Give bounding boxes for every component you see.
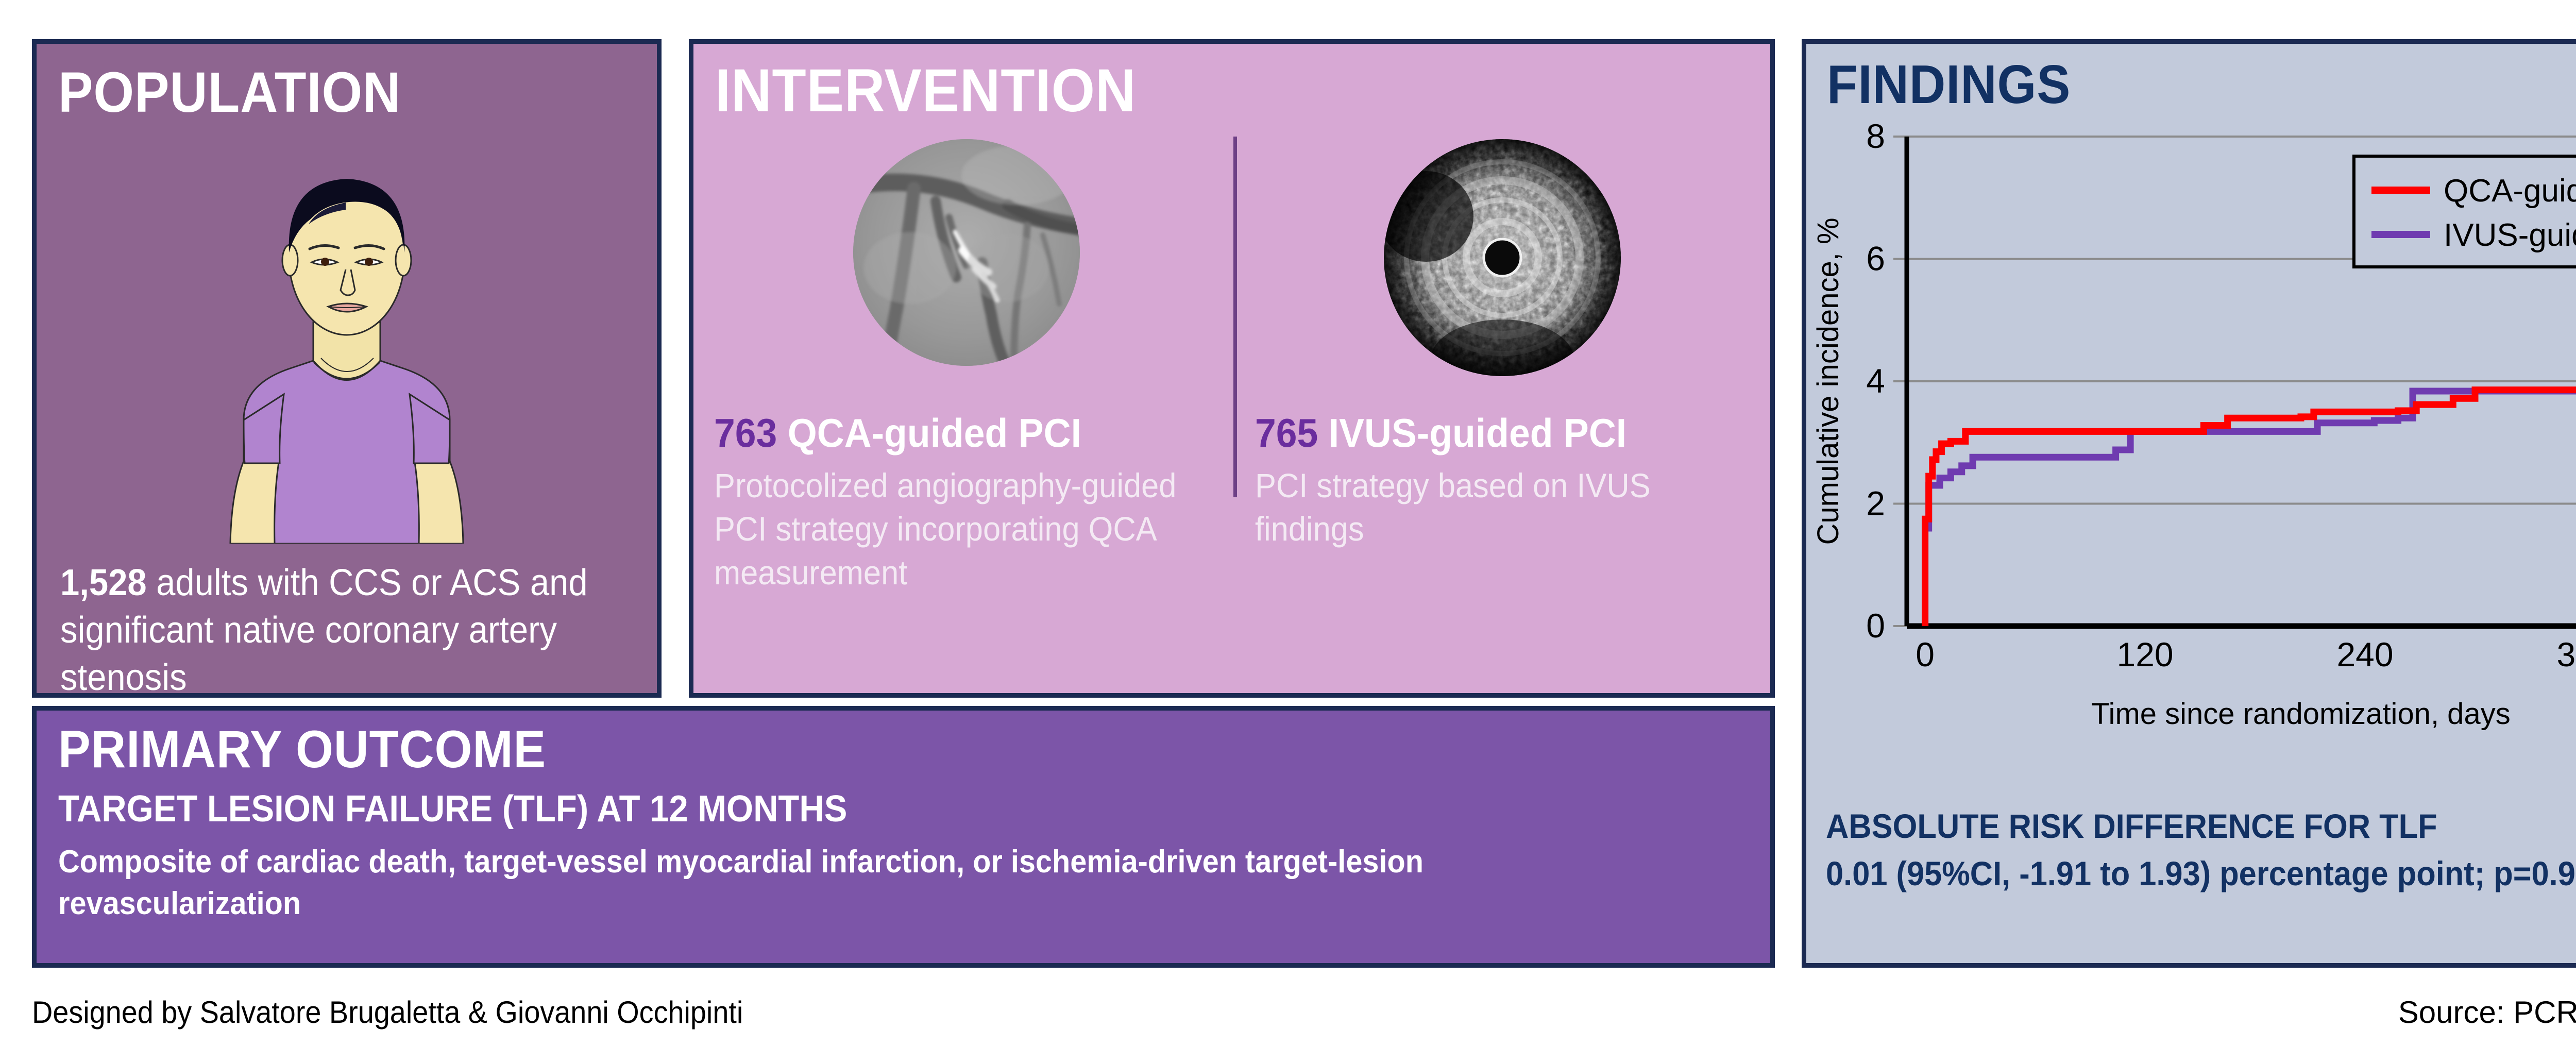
arm-ivus-headline: 765 IVUS-guided PCI xyxy=(1255,412,1720,454)
primary-outcome-panel: PRIMARY OUTCOME TARGET LESION FAILURE (T… xyxy=(32,706,1775,968)
x-axis-tick-label: 360 xyxy=(2556,635,2576,673)
arm-ivus-count: 765 xyxy=(1255,410,1318,456)
arm-qca-count: 763 xyxy=(714,410,777,456)
risk-difference-value: 0.01 (95%CI, -1.91 to 1.93) percentage p… xyxy=(1826,854,2576,892)
arm-divider xyxy=(1233,137,1237,497)
y-axis-tick-label: 8 xyxy=(1866,121,1885,155)
arm-qca-headline: 763 QCA-guided PCI xyxy=(714,412,1189,454)
x-axis-tick-label: 0 xyxy=(1916,635,1935,673)
chart-legend-box xyxy=(2352,155,2576,268)
arm-qca-text: 763 QCA-guided PCI Protocolized angiogra… xyxy=(714,412,1219,594)
legend-label: QCA-guided PCI xyxy=(2444,173,2576,209)
population-count: 1,528 xyxy=(60,562,147,603)
population-description-rest: adults with CCS or ACS and significant n… xyxy=(60,562,588,698)
legend-label: IVUS-guided PCI xyxy=(2444,217,2576,253)
arm-ivus-detail: PCI strategy based on IVUS findings xyxy=(1255,466,1651,548)
y-axis-title: Cumulative incidence, % xyxy=(1811,217,1845,545)
findings-title: FINDINGS xyxy=(1827,54,2071,115)
cumulative-incidence-chart: 0 2 4 6 8 0 120 240 360 Time since randomization,… xyxy=(1811,121,2576,781)
patient-illustration xyxy=(229,179,464,544)
findings-panel: FINDINGS 0 2 4 6 8 0 120 240 360 Time since rando… xyxy=(1802,39,2576,968)
ivus-image-wrap xyxy=(1384,139,1621,376)
primary-outcome-detail: Composite of cardiac death, target-vesse… xyxy=(58,844,1423,921)
population-panel: POPULATION xyxy=(32,39,662,698)
x-axis-tick-label: 240 xyxy=(2336,635,2393,673)
coronary-angiogram-icon xyxy=(853,139,1080,366)
population-title: POPULATION xyxy=(58,61,401,124)
x-axis-title: Time since randomization, days xyxy=(2091,697,2510,731)
y-axis-tick-label: 6 xyxy=(1866,240,1885,278)
y-axis-tick-label: 4 xyxy=(1866,362,1885,400)
primary-outcome-subtitle: TARGET LESION FAILURE (TLF) AT 12 MONTHS xyxy=(58,788,848,830)
population-description: 1,528 adults with CCS or ACS and signifi… xyxy=(60,559,601,698)
footer-source: Source: PCRonline.com xyxy=(2398,995,2576,1030)
primary-outcome-title: PRIMARY OUTCOME xyxy=(58,720,547,779)
footer-designed-by: Designed by Salvatore Brugaletta & Giova… xyxy=(32,995,743,1030)
intervention-arm-qca: 763 QCA-guided PCI Protocolized angiogra… xyxy=(709,44,1224,693)
series-line-qca xyxy=(1922,386,2576,626)
arm-ivus-text: 765 IVUS-guided PCI PCI strategy based o… xyxy=(1255,412,1750,551)
y-axis-tick-label: 0 xyxy=(1866,606,1885,645)
risk-difference-heading: ABSOLUTE RISK DIFFERENCE FOR TLF xyxy=(1826,807,2437,845)
angiogram-image-wrap xyxy=(853,139,1080,366)
intervention-arm-ivus: 765 IVUS-guided PCI PCI strategy based o… xyxy=(1250,44,1755,693)
series-line-ivus xyxy=(1922,387,2576,626)
intervention-panel: INTERVENTION xyxy=(689,39,1775,698)
x-axis-tick-label: 120 xyxy=(2116,635,2173,673)
y-axis-tick-label: 2 xyxy=(1866,484,1885,522)
arm-qca-detail: Protocolized angiography-guided PCI stra… xyxy=(714,466,1177,592)
intervention-title: INTERVENTION xyxy=(715,57,1137,125)
ivus-cross-section-icon xyxy=(1384,139,1621,376)
arm-qca-name: QCA-guided PCI xyxy=(787,410,1081,456)
arm-ivus-name: IVUS-guided PCI xyxy=(1328,410,1627,456)
